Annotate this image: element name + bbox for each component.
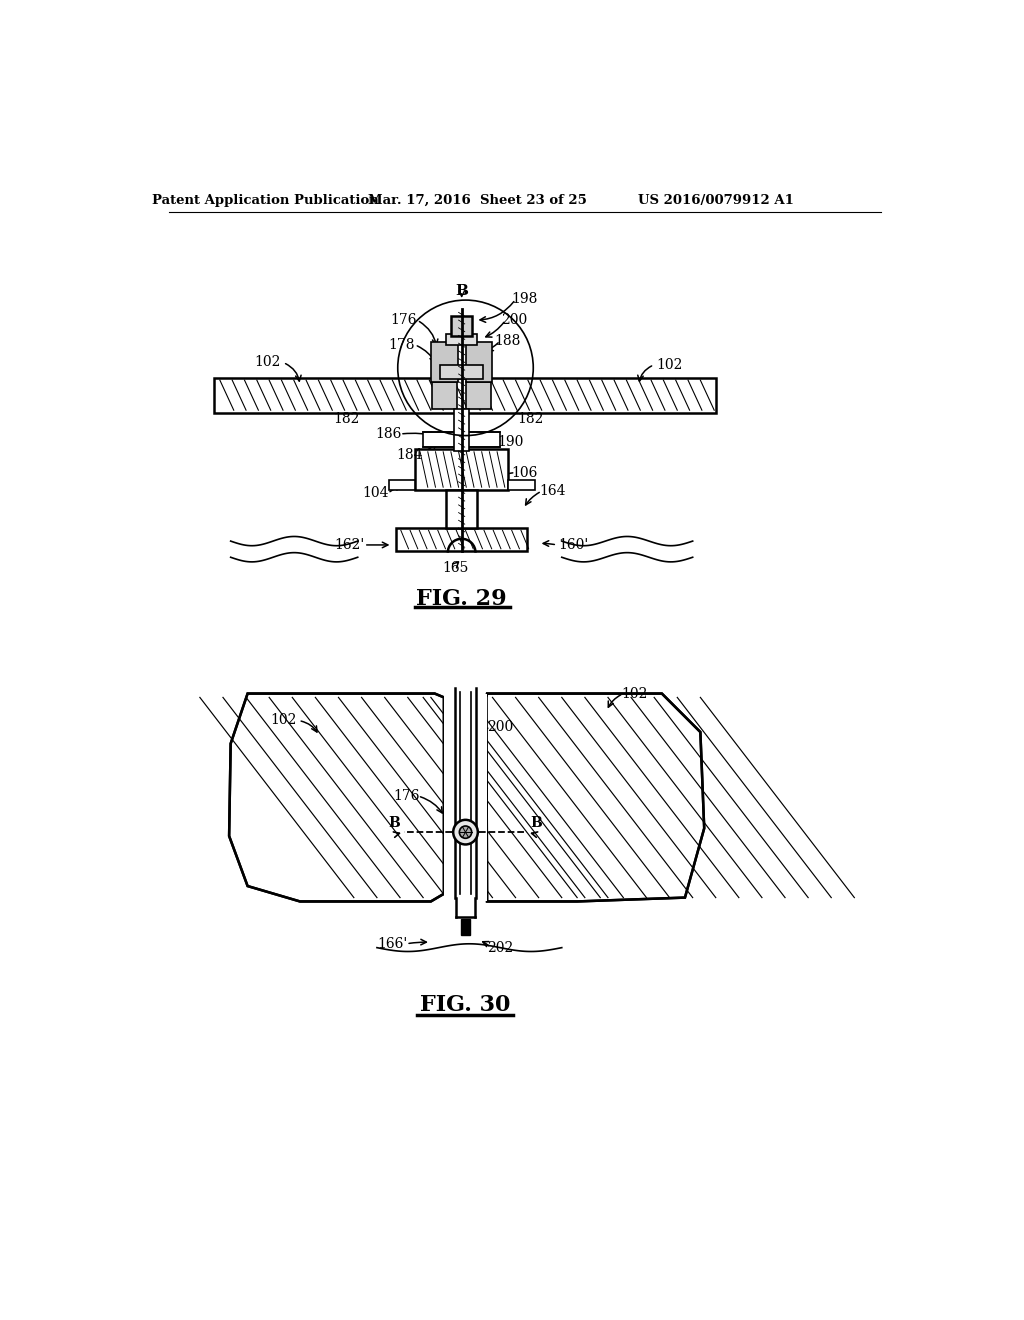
Text: FIG. 29: FIG. 29	[417, 587, 507, 610]
Text: 184: 184	[396, 447, 423, 462]
Circle shape	[460, 826, 472, 838]
Text: 102: 102	[254, 355, 281, 370]
Polygon shape	[454, 409, 469, 451]
Text: 162': 162'	[334, 539, 365, 552]
Text: 176: 176	[391, 313, 417, 327]
Text: 202: 202	[487, 941, 513, 954]
Polygon shape	[444, 693, 487, 902]
Polygon shape	[451, 317, 472, 335]
Text: Mar. 17, 2016  Sheet 23 of 25: Mar. 17, 2016 Sheet 23 of 25	[368, 194, 587, 207]
Text: B: B	[389, 816, 400, 830]
Text: 166': 166'	[377, 937, 408, 950]
Text: 160': 160'	[558, 539, 589, 552]
Polygon shape	[416, 449, 508, 490]
Polygon shape	[423, 432, 456, 447]
Polygon shape	[446, 490, 477, 528]
Text: 186: 186	[376, 428, 401, 441]
Text: 102: 102	[270, 714, 296, 727]
Text: 182: 182	[518, 412, 544, 425]
Text: Patent Application Publication: Patent Application Publication	[152, 194, 379, 207]
Text: 182: 182	[333, 412, 359, 425]
Polygon shape	[440, 364, 483, 379]
PathPatch shape	[486, 693, 705, 902]
Polygon shape	[431, 342, 458, 381]
Text: 190: 190	[498, 434, 524, 449]
Polygon shape	[466, 381, 490, 409]
PathPatch shape	[229, 693, 444, 902]
Text: 178: 178	[388, 338, 415, 351]
Text: 102: 102	[656, 358, 683, 372]
Text: 200: 200	[501, 313, 527, 327]
Text: US 2016/0079912 A1: US 2016/0079912 A1	[638, 194, 794, 207]
Text: 102: 102	[622, 686, 648, 701]
Circle shape	[454, 820, 478, 845]
Text: FIG. 30: FIG. 30	[420, 994, 511, 1016]
Text: 188: 188	[495, 334, 521, 348]
Text: B: B	[530, 816, 543, 830]
Text: 198: 198	[512, 292, 538, 306]
Polygon shape	[468, 432, 500, 447]
Polygon shape	[446, 334, 477, 345]
Text: 200: 200	[487, 719, 513, 734]
Polygon shape	[388, 480, 416, 490]
Polygon shape	[396, 528, 527, 552]
Text: 106: 106	[512, 466, 538, 479]
Polygon shape	[508, 480, 535, 490]
Polygon shape	[461, 919, 470, 935]
Polygon shape	[214, 378, 716, 412]
Polygon shape	[432, 381, 457, 409]
Text: 165: 165	[442, 561, 469, 576]
Polygon shape	[466, 342, 493, 381]
Text: B: B	[455, 284, 468, 298]
Text: 176: 176	[393, 789, 420, 803]
Text: 104: 104	[362, 486, 389, 500]
Text: 164: 164	[540, 484, 566, 498]
